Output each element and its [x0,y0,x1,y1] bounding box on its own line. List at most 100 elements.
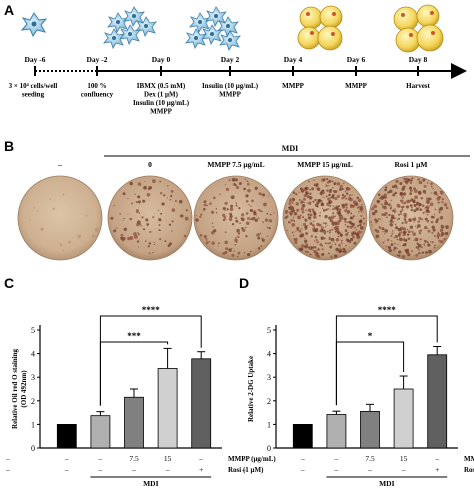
y-tick-label: 3 [31,373,35,382]
row-dash: – [5,454,10,463]
well-label: Rosi 1 μM [395,160,428,169]
row-dash: – [241,465,246,474]
y-tick-label: 0 [267,444,271,453]
day-label: Day 4 [284,55,303,64]
panel-b: B MDI – 0 MMPP 7.5 μg/mL MMPP 15 μg/mL Rosi … [4,138,470,261]
adipocytes-icon-day8 [393,4,444,53]
preadipocyte-cell-icon [20,12,48,38]
mdi-group-label: MDI [379,479,394,488]
row-value: 7.5 [365,454,375,463]
y-axis-label: Relative Oil red O staining(OD 492nm) [11,349,28,429]
row-value: – [334,465,339,474]
y-tick-label: 0 [31,444,35,453]
timeline-note-line: 3 × 10⁴ cells/well [9,82,58,90]
row-label: MMPP (μg/mL) [228,455,276,463]
panel-a: A Day -6 Day -2 Day 0 Day 2 Day 4 Day 6 Day 8 … [4,2,467,116]
row-value: + [435,465,439,474]
y-tick-label: 1 [31,420,35,429]
row-value: – [334,454,339,463]
bar [191,358,212,449]
mdi-group-label: MDI [143,479,158,488]
day-label: Day 0 [152,55,171,64]
y-tick-label: 4 [31,350,35,359]
timeline-note-line: MMPP [150,108,172,116]
timeline-note-line: 100 % [87,82,106,90]
bar [157,368,178,449]
y-tick-label: 2 [31,397,35,406]
timeline-note-line: IBMX (0.5 mM) [137,82,186,90]
bar [124,396,144,449]
significance-bracket [99,315,202,406]
panel-b-label: B [4,138,14,154]
row-value: 15 [400,454,408,463]
y-tick-label: 2 [267,397,271,406]
y-tick-label: 5 [267,326,271,335]
adipocytes-icon-day4 [297,5,343,51]
well-image [17,175,103,261]
row-value: – [64,465,69,474]
confluent-cells-icon [103,6,157,49]
bar [292,423,313,449]
y-tick-label: 5 [31,326,35,335]
significance-bracket [335,341,405,406]
bar [56,423,77,449]
bar [427,354,448,449]
timeline-note-line: confluency [81,91,114,99]
significance-label: *** [127,331,141,341]
row-value: – [434,454,439,463]
bar [90,415,111,449]
well-label: MMPP 7.5 μg/mL [207,160,264,169]
y-tick-label: 3 [267,373,271,382]
timeline-note-line: Insulin (10 μg/mL) [133,99,190,107]
significance-label: * [368,331,373,341]
row-value: – [64,454,69,463]
y-axis-label: Relative 2-DG Uptake [247,356,255,422]
row-value: – [98,454,103,463]
timeline-note-line: seeding [22,91,45,99]
y-tick-label: 4 [267,350,271,359]
day-label: Day 8 [409,55,428,64]
timeline-ticks [34,66,419,76]
row-label: MMPP (μg/mL) [464,455,474,463]
timeline-note-line: Dex (1 μM) [144,91,179,99]
row-dash: – [241,454,246,463]
row-value: – [198,454,203,463]
row-value: 15 [164,454,172,463]
significance-label: **** [142,305,161,315]
row-label: Rosi (1 μM) [464,466,474,474]
bar [360,411,380,449]
mdi-header: MDI [282,144,298,153]
well-image [107,175,193,261]
well-label: 0 [148,160,152,169]
bar [393,388,414,449]
row-value: – [98,465,103,474]
day-label: Day -6 [24,55,45,64]
bar [326,414,347,449]
row-label: Rosi (1 μM) [228,466,264,474]
row-value: – [300,465,305,474]
well-labels: – 0 MMPP 7.5 μg/mL MMPP 15 μg/mL Rosi 1 μM [57,160,427,169]
row-value: – [300,454,305,463]
row-value: – [367,465,372,474]
panel-c-chart: C 0 1 2 3 4 5 Relative Oil red O staining(OD 4… [4,275,276,488]
differentiating-cells-icon [185,6,241,51]
day-label: Day -2 [86,55,107,64]
well-label: MMPP 15 μg/mL [297,160,353,169]
timeline-note-line: MMPP [282,82,304,90]
well-image [193,175,279,261]
panel-a-label: A [4,2,14,18]
row-value: – [401,465,406,474]
day-label: Day 6 [347,55,366,64]
row-value: 7.5 [129,454,139,463]
timeline-note-line: MMPP [219,91,241,99]
panel-d-label: D [239,275,249,291]
well-image [368,175,454,261]
row-dash: – [5,465,10,474]
timeline-note-line: MMPP [345,82,367,90]
significance-bracket [335,315,438,406]
well-image [282,175,368,261]
wells [17,175,454,261]
y-tick-label: 1 [267,420,271,429]
